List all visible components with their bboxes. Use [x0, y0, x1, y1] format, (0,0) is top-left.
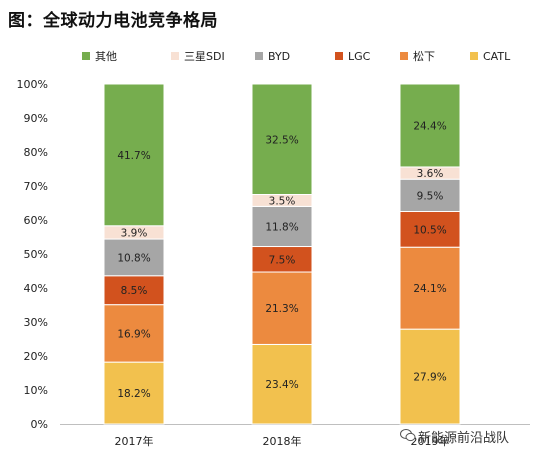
data-label: 9.5% [417, 190, 444, 202]
data-label: 7.5% [269, 254, 296, 266]
bar-segment [103, 83, 165, 227]
y-tick-label: 20% [24, 350, 48, 363]
data-label: 3.6% [417, 168, 444, 180]
bar-segment [103, 304, 165, 363]
watermark-text: 新能源前沿战队 [418, 431, 510, 446]
bar-segment [251, 271, 313, 345]
legend-label: 松下 [413, 49, 435, 63]
y-tick-label: 30% [24, 316, 48, 329]
bar-segment [251, 83, 313, 195]
data-label: 21.3% [265, 303, 298, 315]
legend-label: 三星SDI [184, 50, 225, 63]
legend-swatch [400, 52, 408, 60]
bar-segment [399, 246, 461, 330]
data-label: 41.7% [117, 150, 150, 162]
data-label: 8.5% [121, 285, 148, 297]
y-tick-label: 10% [24, 384, 48, 397]
data-label: 3.9% [121, 227, 148, 239]
legend-swatch [470, 52, 478, 60]
data-label: 32.5% [265, 134, 298, 146]
x-tick-label: 2018年 [263, 434, 302, 448]
legend-label: 其他 [95, 50, 117, 63]
legend-swatch [335, 52, 343, 60]
bar-segment [251, 205, 313, 248]
chart-title: 图：全球动力电池竞争格局 [8, 11, 218, 31]
legend-label: LGC [348, 50, 371, 63]
data-label: 24.1% [413, 283, 446, 295]
y-tick-label: 40% [24, 282, 48, 295]
legend-label: BYD [268, 50, 290, 63]
data-label: 16.9% [117, 328, 150, 340]
data-label: 27.9% [413, 372, 446, 384]
y-tick-label: 50% [24, 248, 48, 261]
bar-segment [251, 343, 313, 425]
bar-segment [399, 83, 461, 168]
data-label: 18.2% [117, 388, 150, 400]
data-label: 24.4% [413, 120, 446, 132]
bar-segment [103, 275, 165, 306]
data-label: 10.5% [413, 224, 446, 236]
data-label: 10.8% [117, 252, 150, 264]
y-tick-label: 0% [31, 418, 48, 431]
legend-swatch [255, 52, 263, 60]
bar-segment [399, 178, 461, 212]
y-tick-label: 80% [24, 146, 48, 159]
y-tick-label: 60% [24, 214, 48, 227]
y-tick-label: 70% [24, 180, 48, 193]
x-tick-label: 2019年 [411, 434, 450, 448]
bar-segment [103, 361, 165, 425]
data-label: 3.5% [269, 195, 296, 207]
bar-segment [103, 238, 165, 277]
bar-segment [399, 328, 461, 425]
x-tick-label: 2017年 [115, 434, 154, 448]
legend-label: CATL [483, 50, 511, 63]
legend-swatch [82, 52, 90, 60]
data-label: 11.8% [265, 221, 298, 233]
y-tick-label: 100% [17, 78, 48, 91]
legend-swatch [171, 52, 179, 60]
data-label: 23.4% [265, 379, 298, 391]
y-tick-label: 90% [24, 112, 48, 125]
wechat-icon [400, 429, 416, 442]
bar-segment [251, 246, 313, 273]
